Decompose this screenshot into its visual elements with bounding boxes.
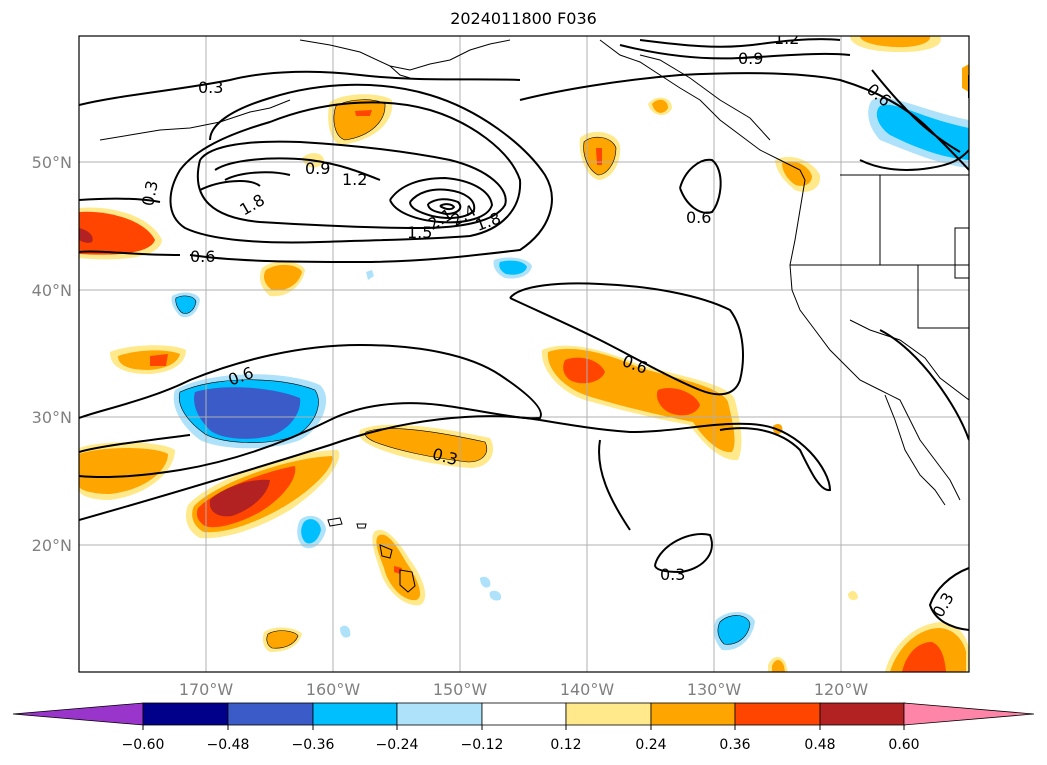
colorbar-segment: [227, 702, 314, 726]
lon-label-140w: 140°W: [560, 680, 615, 699]
lat-label-20n: 20°N: [32, 536, 72, 555]
contour-label: 0.9: [305, 159, 330, 178]
lon-label-130w: 130°W: [687, 680, 742, 699]
colorbar-tick-marks: [142, 725, 905, 730]
colorbar-segment: [481, 702, 567, 726]
colorbar-tick-label: −0.36: [292, 737, 335, 753]
shaded-anomaly-layer: [79, 36, 969, 672]
colorbar-tick-label: 0.60: [888, 737, 919, 753]
lat-label-50n: 50°N: [32, 153, 72, 172]
contour-label: 0.6: [686, 208, 711, 227]
colorbar-over-extension: [903, 702, 1035, 726]
latitude-labels: 50°N 40°N 30°N 20°N: [32, 153, 72, 555]
map-frame: [78, 35, 970, 673]
lon-label-150w: 150°W: [433, 680, 488, 699]
lon-label-170w: 170°W: [179, 680, 234, 699]
colorbar-tick-label: −0.48: [207, 737, 250, 753]
contour-label: 0.9: [738, 49, 763, 68]
colorbar-segment: [650, 702, 736, 726]
colorbar-under-extension: [12, 702, 144, 726]
contour-label: 0.3: [138, 179, 162, 208]
contour-lines: [79, 38, 969, 631]
colorbar-segment: [565, 702, 652, 726]
lon-label-120w: 120°W: [814, 680, 869, 699]
contour-label: 0.3: [660, 565, 685, 584]
coastlines: [99, 39, 969, 593]
colorbar-tick-label: −0.12: [461, 737, 504, 753]
colorbar-tick-label: −0.60: [122, 737, 165, 753]
contour-label: 1.2: [774, 29, 799, 48]
colorbar-tick-label: 0.48: [804, 737, 835, 753]
colorbar-segment: [734, 702, 821, 726]
colorbar-tick-label: 0.36: [719, 737, 750, 753]
colorbar-segment: [142, 702, 229, 726]
map-area: [79, 36, 969, 672]
map-title: 2024011800 F036: [450, 9, 597, 28]
colorbar-segment: [396, 702, 483, 726]
colorbar-segment: [819, 702, 905, 726]
contour-label: 1.5: [407, 223, 432, 242]
contour-label: 0.6: [190, 247, 215, 266]
colorbar-tick-label: 0.12: [550, 737, 581, 753]
longitude-labels: 170°W 160°W 150°W 140°W 130°W 120°W: [179, 680, 869, 699]
contour-label: 0.3: [198, 78, 223, 97]
contour-label: 1.2: [342, 170, 367, 189]
lon-label-160w: 160°W: [306, 680, 361, 699]
colorbar-tick-label: −0.24: [376, 737, 419, 753]
colorbar-tick-label: 0.24: [635, 737, 666, 753]
colorbar-tick-labels: −0.60 −0.48 −0.36 −0.24 −0.12 0.12 0.24 …: [122, 737, 920, 753]
colorbar-segment: [312, 702, 398, 726]
lat-label-30n: 30°N: [32, 408, 72, 427]
colorbar: [12, 702, 1035, 726]
lat-label-40n: 40°N: [32, 281, 72, 300]
